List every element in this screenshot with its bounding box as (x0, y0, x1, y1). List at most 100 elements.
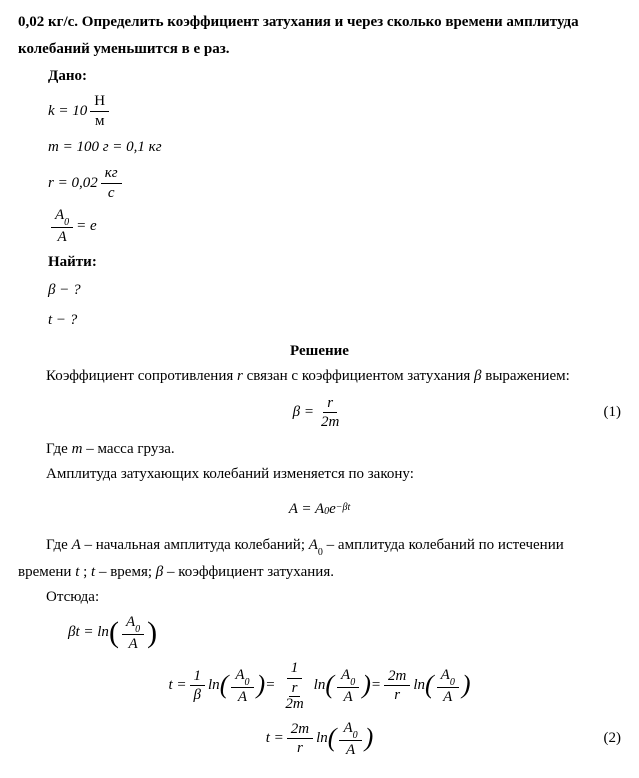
t-ln3: ln (413, 675, 425, 696)
t-eq1: = (265, 675, 275, 696)
t-frac2-bot: A (340, 688, 357, 706)
lparen2-icon: ( (220, 675, 229, 696)
rparen2-icon: ) (257, 675, 266, 696)
t-paren1: ( A0 A ) (220, 667, 266, 706)
tf-ratio-bot: A (342, 741, 359, 759)
where-m-post: – масса груза. (82, 441, 174, 457)
eq-law-sub: 0 (324, 505, 329, 519)
lparen4-icon: ( (425, 675, 434, 696)
oob-top: 1 (190, 668, 206, 687)
eq-law-exp: −βt (336, 501, 351, 515)
find-beta: β − ? (48, 279, 621, 303)
t-ln2: ln (314, 675, 326, 696)
tf-lhs: t = (266, 728, 284, 749)
wl2-mid: ; (79, 564, 91, 580)
ampl-text: Амплитуда затухающих колебаний изменяетс… (18, 464, 621, 485)
tf-frac: 2m r (287, 721, 313, 757)
where-m-var: m (72, 441, 83, 457)
eq-bt-A0-sub: 0 (135, 624, 140, 635)
tf-paren: ( A0 A ) (328, 720, 374, 759)
eq-bt-A0: A (126, 614, 135, 630)
t-paren3: ( A0 A ) (425, 667, 471, 706)
equation-law: A = A0e−βt (18, 493, 621, 527)
equation-1: β = r 2m (1) (18, 395, 621, 431)
problem-statement-line2: колебаний уменьшится в е раз. (18, 39, 621, 60)
t-frac3: A0 A (437, 667, 459, 706)
t-frac2: A0 A (337, 667, 359, 706)
where-A-mid1: – начальная амплитуда колебаний; (81, 537, 309, 553)
t-f3-sub: 0 (450, 677, 455, 688)
where-m-pre: Где (46, 441, 72, 457)
eq-t-final-body: t = 2m r ln ( A0 A ) (266, 720, 374, 759)
r-prefix: r = 0,02 (48, 173, 98, 194)
coeff-paragraph: Коэффициент сопротивления r связан с коэ… (18, 366, 621, 387)
given-section: Дано: k = 10 Н м m = 100 г = 0,1 кг r = … (48, 66, 621, 333)
eq1-bot: 2m (317, 413, 343, 431)
t-f3-A0: A (441, 667, 450, 683)
tf-sub: 0 (353, 730, 358, 741)
where-m: Где m – масса груза. (18, 439, 621, 460)
eq-bt-paren: ( A0 A ) (109, 614, 157, 653)
coeff-beta: β (474, 368, 481, 384)
given-header: Дано: (48, 66, 621, 87)
k-unit-top: Н (90, 93, 109, 112)
wl2-mid2: – время; (95, 564, 156, 580)
nested-r2m: r 2m (282, 681, 306, 712)
twom-over-r: 2m r (384, 668, 410, 704)
t-f2-sub: 0 (350, 677, 355, 688)
oneoverbeta: 1 β (190, 668, 206, 704)
tf-ratio-top: A0 (339, 720, 361, 741)
tf-A0: A (343, 720, 352, 736)
nest-bot: 2m (282, 697, 306, 712)
tmor-bot: r (390, 686, 404, 704)
ratio-top-txt: A (55, 207, 64, 223)
eq-bt-frac: A0 A (122, 614, 144, 653)
r-unit-frac: кг с (101, 165, 122, 201)
k-unit-bot: м (91, 112, 109, 130)
eq-bt-bot: A (124, 635, 141, 653)
t-f1-A0: A (235, 667, 244, 683)
where-A-var: A (72, 537, 81, 553)
where-A-line2: времени t ; t – время; β – коэффициент з… (18, 562, 621, 583)
given-ratio: A0 A = e (48, 207, 621, 246)
eq-t-final: t = 2m r ln ( A0 A ) (2) (18, 720, 621, 759)
t-ln1: ln (208, 675, 220, 696)
t-frac3-top: A0 (437, 667, 459, 688)
where-A-line1: Где A – начальная амплитуда колебаний; A… (18, 535, 621, 558)
coeff-mid: связан с коэффициентом затухания (243, 368, 474, 384)
t-frac1-bot: A (234, 688, 251, 706)
coeff-post: выражением: (482, 368, 570, 384)
solution-title: Решение (18, 341, 621, 362)
lparen-icon: ( (109, 621, 119, 645)
nest-top: r (289, 681, 301, 697)
coeff-pre: Коэффициент сопротивления (46, 368, 237, 384)
t-f2-A0: A (341, 667, 350, 683)
k-prefix: k = 10 (48, 101, 87, 122)
t-frac1: A0 A (231, 667, 253, 706)
t-lhs: t = (168, 675, 186, 696)
ratio-top: A0 (51, 207, 73, 228)
r-unit-top: кг (101, 165, 122, 184)
ratio-frac: A0 A (51, 207, 73, 246)
find-header: Найти: (48, 252, 621, 273)
eq1-lhs: β = (293, 402, 314, 423)
eq-bt: βt = ln ( A0 A ) (68, 614, 621, 653)
r-unit-bot: с (104, 184, 119, 202)
one-over-r2m: 1 r 2m (278, 660, 310, 712)
wl2-post: – коэффициент затухания. (163, 564, 334, 580)
oor-bot: r 2m (278, 679, 310, 712)
eq-law-e: e (329, 499, 336, 520)
eq-law-lhs: A = A (289, 499, 324, 520)
where-A-mid2: – амплитуда колебаний по истечении (323, 537, 564, 553)
t-paren2: ( A0 A ) (325, 667, 371, 706)
given-k: k = 10 Н м (48, 93, 621, 129)
eq1-body: β = r 2m (293, 395, 347, 431)
rparen-icon: ) (147, 621, 157, 645)
oor-top: 1 (287, 660, 303, 679)
t-frac2-top: A0 (337, 667, 359, 688)
given-m: m = 100 г = 0,1 кг (48, 135, 621, 159)
eq-bt-lhs: βt = ln (68, 622, 109, 643)
hence: Отсюда: (18, 587, 621, 608)
eq1-number: (1) (604, 402, 622, 423)
eq-law-body: A = A0e−βt (289, 499, 351, 520)
